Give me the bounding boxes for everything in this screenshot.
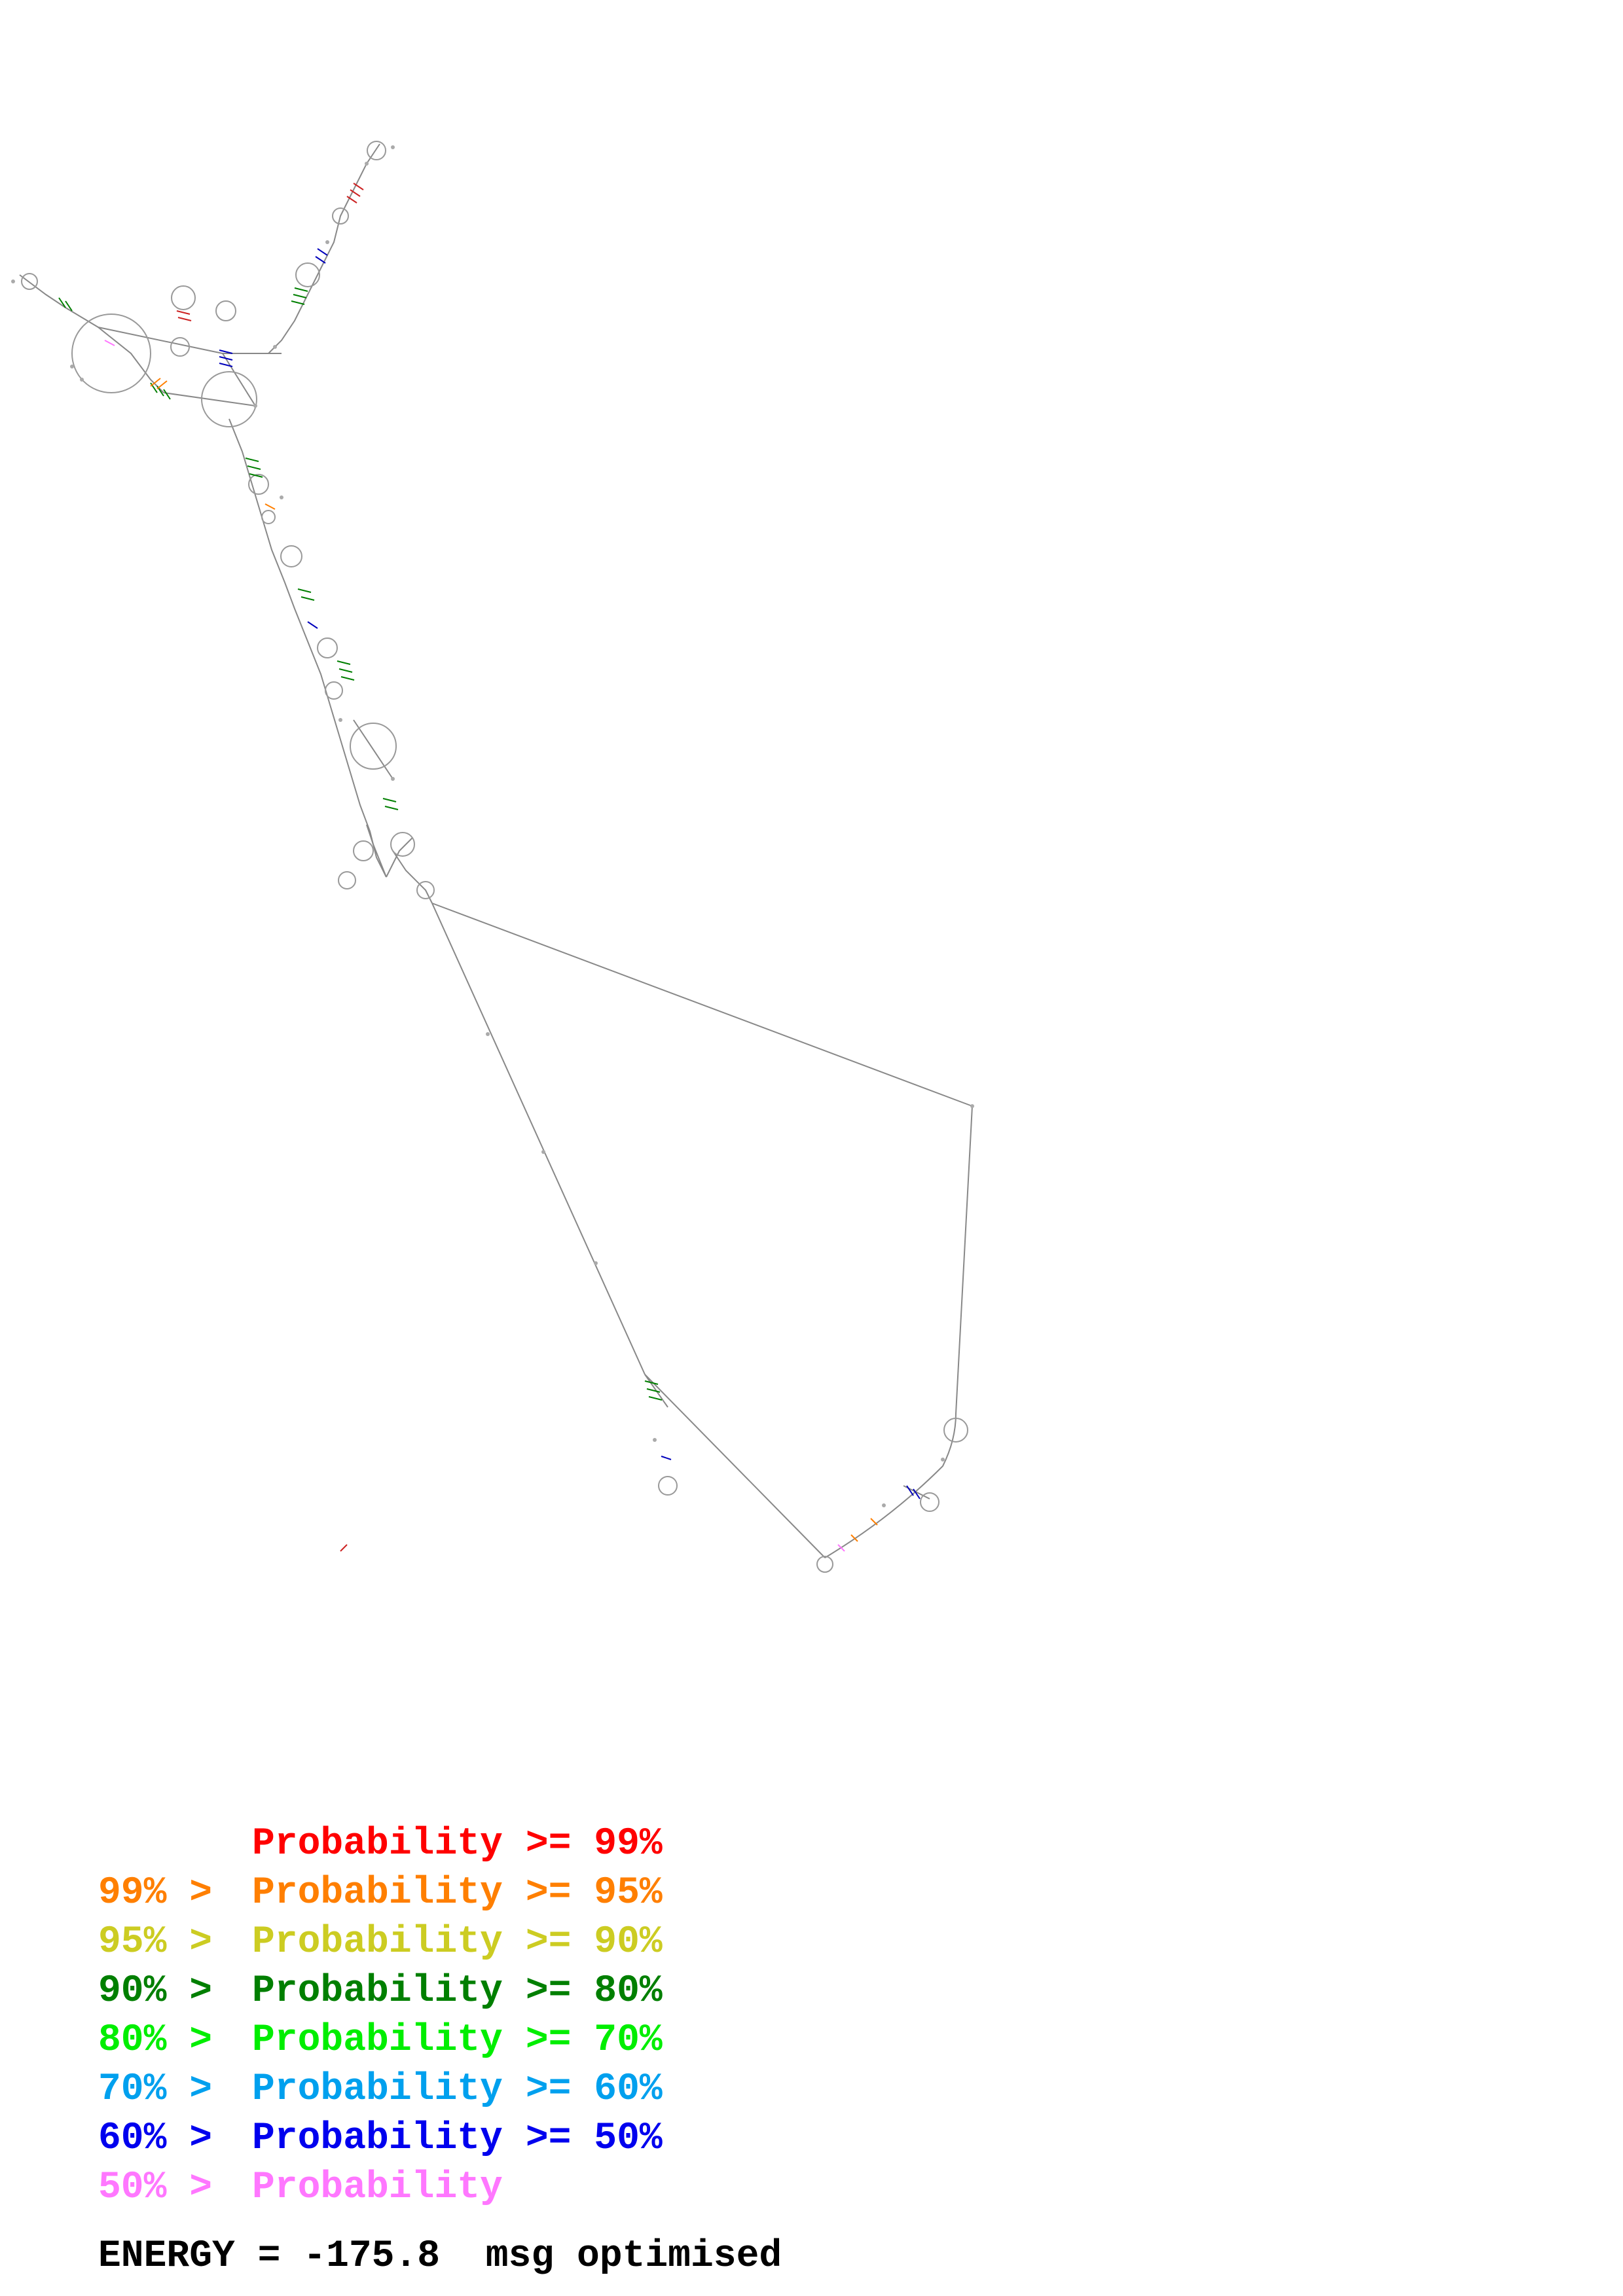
legend-prefix: 60% > <box>98 2117 213 2160</box>
method-label: msg optimised <box>485 2235 782 2278</box>
stem-base-pairs <box>58 183 921 1552</box>
legend-suffix: >= 80% <box>525 1970 663 2013</box>
probability-legend: Probability >= 99% 99% > Probability >= 95% 9… <box>98 1820 663 2212</box>
legend-prefix: 80% > <box>98 2019 213 2062</box>
legend-label: Probability <box>252 1872 503 1914</box>
legend-prefix: 99% > <box>98 1872 213 1914</box>
legend-label: Probability <box>252 2117 503 2160</box>
legend-label: Probability <box>252 1823 503 1865</box>
legend-label: Probability <box>252 2166 503 2209</box>
legend-suffix: >= 95% <box>525 1872 663 1914</box>
hairpin-loops <box>21 141 968 1573</box>
rna-secondary-structure <box>11 141 974 1573</box>
legend-label: Probability <box>252 2068 503 2111</box>
legend-row: 70% > Probability >= 60% <box>98 2065 663 2114</box>
nucleotide-markers <box>11 145 974 1507</box>
legend-row: 80% > Probability >= 70% <box>98 2016 663 2065</box>
legend-suffix: >= 90% <box>525 1921 663 1964</box>
legend-prefix: 70% > <box>98 2068 213 2111</box>
legend-row: 50% > Probability <box>98 2163 663 2212</box>
legend-row: 90% > Probability >= 80% <box>98 1967 663 2016</box>
energy-value: -175.8 <box>303 2235 441 2278</box>
legend-suffix: >= 70% <box>525 2019 663 2062</box>
legend-prefix: 50% > <box>98 2166 213 2209</box>
legend-prefix: 90% > <box>98 1970 213 2013</box>
legend-row: 60% > Probability >= 50% <box>98 2114 663 2163</box>
legend-suffix: >= 60% <box>525 2068 663 2111</box>
energy-footer: ENERGY = -175.8 msg optimised <box>98 2235 782 2278</box>
legend-row: 99% > Probability >= 95% <box>98 1869 663 1918</box>
legend-suffix: >= 50% <box>525 2117 663 2160</box>
legend-label: Probability <box>252 1921 503 1964</box>
legend-row: Probability >= 99% <box>98 1820 663 1869</box>
legend-prefix: 95% > <box>98 1921 213 1964</box>
legend-label: Probability <box>252 1970 503 2013</box>
legend-row: 95% > Probability >= 90% <box>98 1918 663 1967</box>
energy-label: ENERGY = <box>98 2235 281 2278</box>
legend-label: Probability <box>252 2019 503 2062</box>
backbone-lines <box>19 143 973 1558</box>
legend-suffix: >= 99% <box>525 1823 663 1865</box>
